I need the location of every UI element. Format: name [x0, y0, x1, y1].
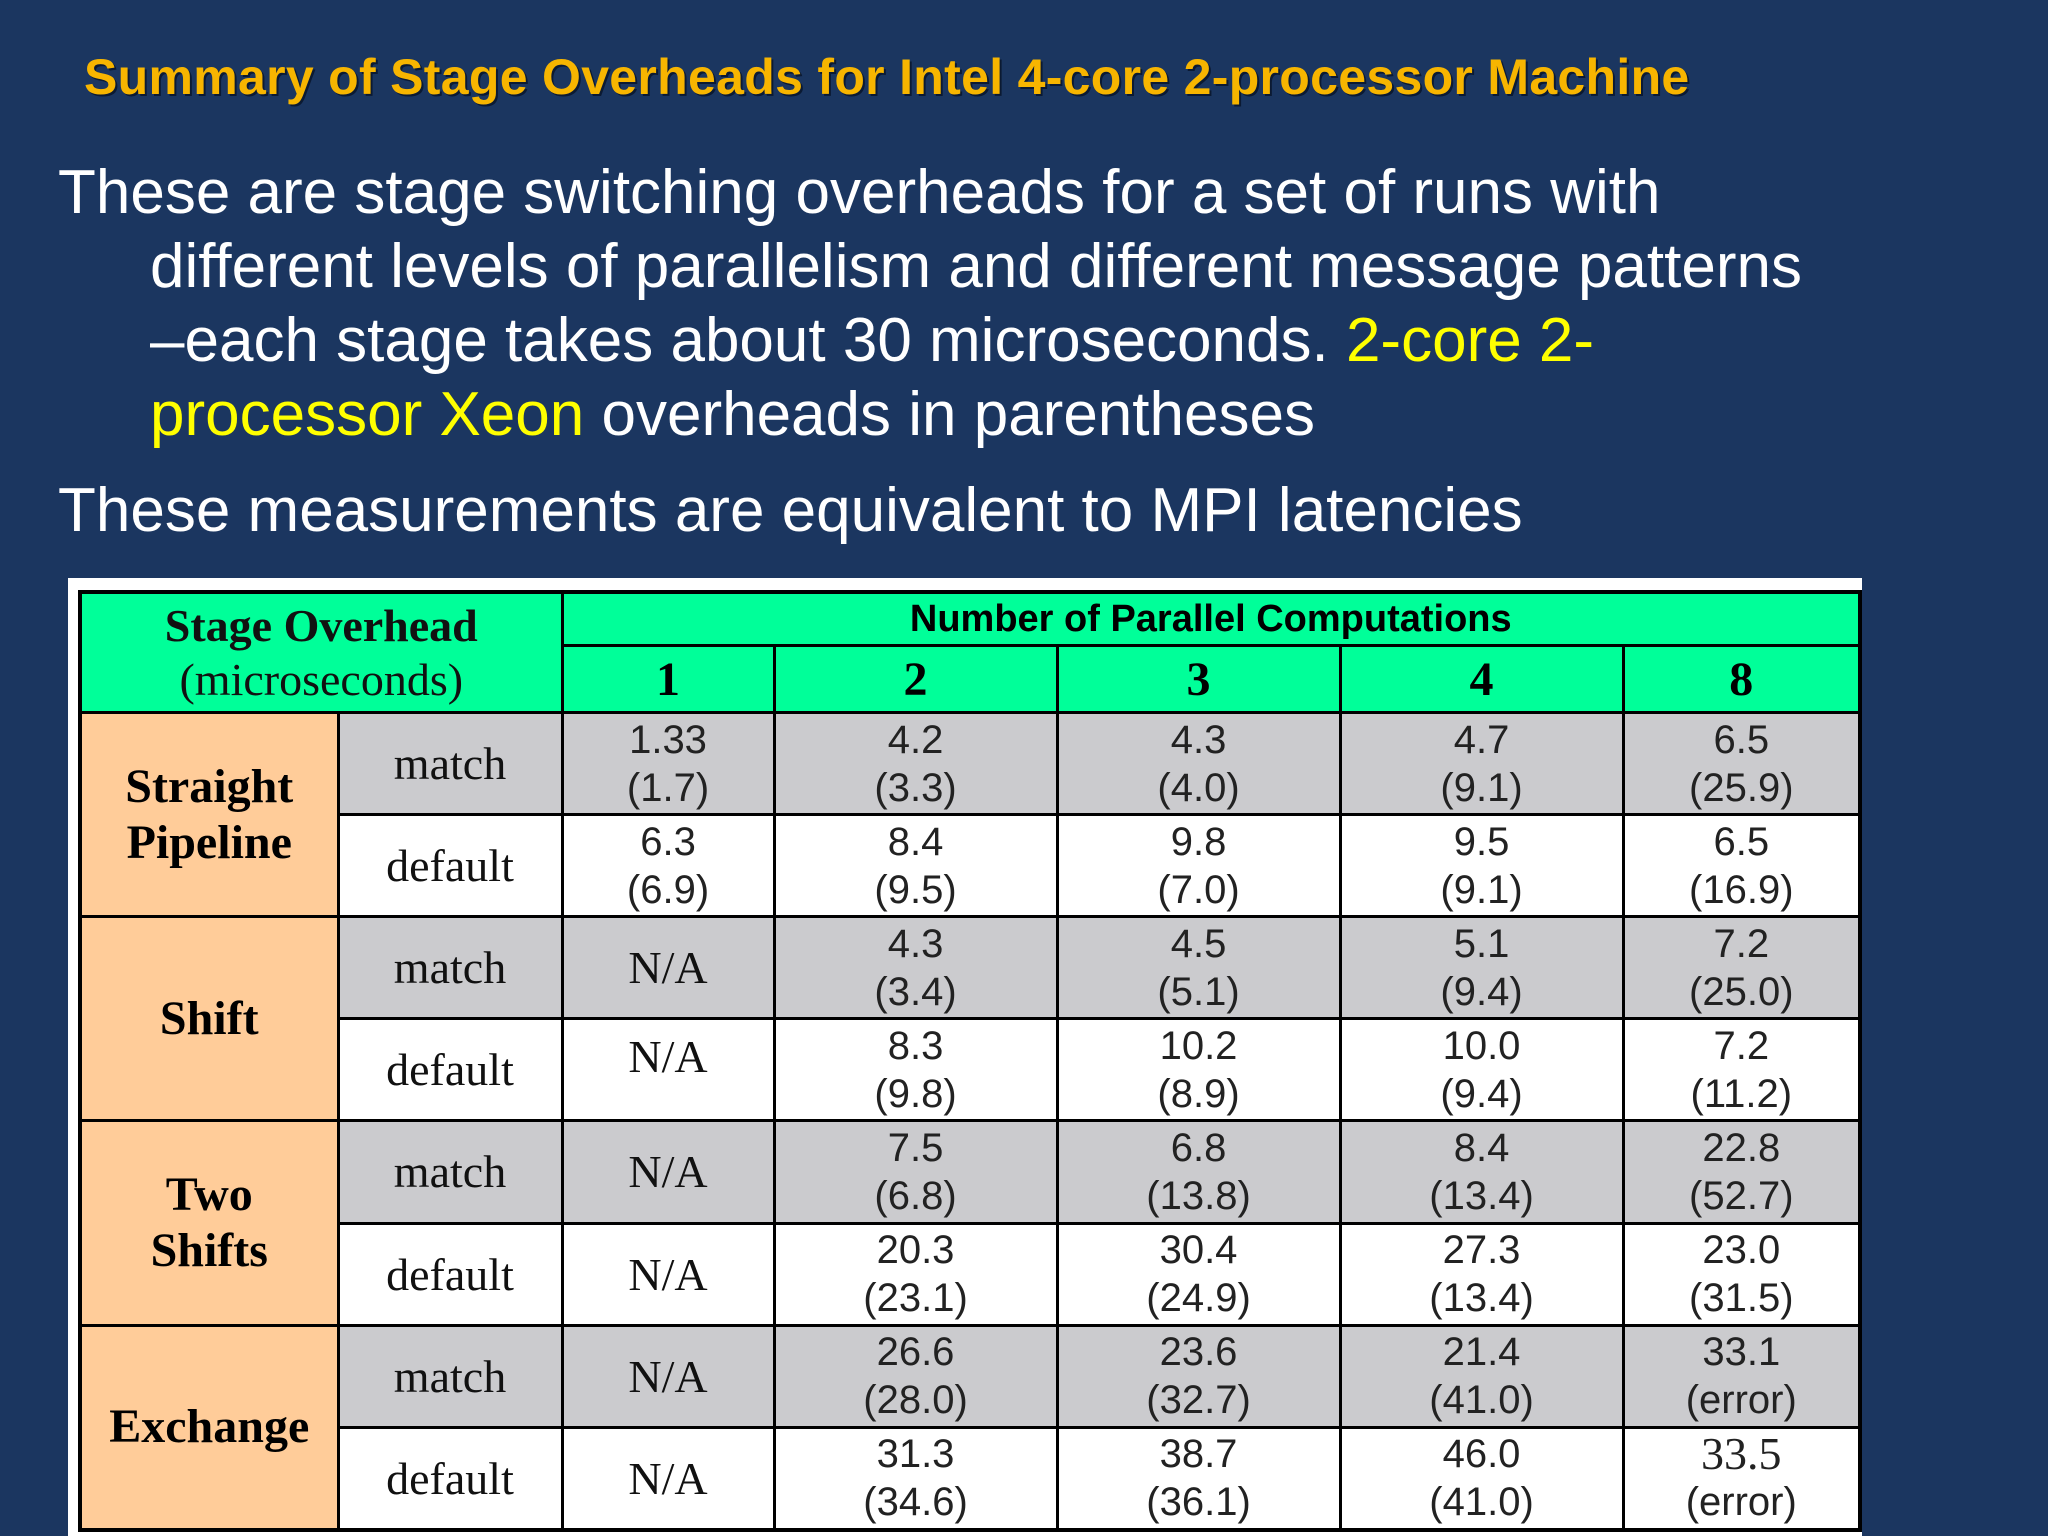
col-header: 3 [1055, 644, 1342, 714]
table-cell: 7.2 (25.0) [1621, 915, 1862, 1021]
table-cell: 8.4 (13.4) [1338, 1119, 1625, 1225]
table-cell: 6.8 (13.8) [1055, 1119, 1342, 1225]
table-cell: 9.8 (7.0) [1055, 813, 1342, 919]
highlight-xeon-1: 2-core 2- [1345, 306, 1595, 375]
table-cell: 4.3 (3.4) [772, 915, 1059, 1021]
table-cell: 8.4 (9.5) [772, 813, 1059, 919]
table-cell: 4.5 (5.1) [1055, 915, 1342, 1021]
col-header: 8 [1621, 644, 1862, 714]
row-type: default [336, 1425, 564, 1532]
table-cell: 22.8 (52.7) [1621, 1119, 1862, 1225]
row-type: default [336, 1017, 564, 1123]
row-type: match [336, 1323, 564, 1429]
table-cell: 31.3 (34.6) [772, 1425, 1059, 1532]
table-cell: 10.2 (8.9) [1055, 1017, 1342, 1123]
table-cell-na: N/A [560, 1425, 776, 1532]
table-cell: 10.0 (9.4) [1338, 1017, 1625, 1123]
table-cell: 30.4 (24.9) [1055, 1221, 1342, 1327]
table-cell-na: N/A [560, 1119, 776, 1225]
row-type: default [336, 1221, 564, 1327]
group-straight-pipeline: Straight Pipeline [78, 710, 340, 919]
mpi-note: These measurements are equivalent to MPI… [58, 476, 1523, 545]
table-row: Shift match N/A 4.3 (3.4) 4.5 (5.1) 5.1 (9.… [78, 915, 1862, 1123]
col-header: 2 [772, 644, 1059, 714]
table-cell: 27.3 (13.4) [1338, 1221, 1625, 1327]
table-cell: 1.33 (1.7) [560, 710, 776, 817]
header-stage-overhead: Stage Overhead (microseconds) [78, 590, 564, 714]
table-row: Exchange match N/A 26.6 (28.0) 23.6 (32.7)… [78, 1323, 1862, 1532]
overhead-table: Stage Overhead (microseconds) Number of … [78, 590, 1863, 1532]
table-cell: 38.7 (36.1) [1055, 1425, 1342, 1532]
table-cell: 4.7 (9.1) [1338, 710, 1625, 817]
table-cell: 7.2 (11.2) [1621, 1017, 1862, 1123]
para-line-3-text: –each stage takes about 30 microseconds. [150, 306, 1346, 375]
table-cell: 20.3 (23.1) [772, 1221, 1059, 1327]
row-type: default [336, 813, 564, 919]
table-cell-na: N/A [560, 1017, 776, 1123]
table-cell: 5.1 (9.4) [1338, 915, 1625, 1021]
table-cell: 7.5 (6.8) [772, 1119, 1059, 1225]
row-type: match [336, 710, 564, 817]
table-cell: 4.2 (3.3) [772, 710, 1059, 817]
header-columns-title: Number of Parallel Computations [560, 590, 1862, 647]
table-cell: 33.1 (error) [1621, 1323, 1862, 1429]
highlight-xeon-2: processor Xeon [150, 380, 585, 449]
para-line-3: –each stage takes about 30 microseconds.… [58, 304, 1988, 378]
group-exchange: Exchange [78, 1323, 340, 1532]
slide-title: Summary of Stage Overheads for Intel 4-c… [84, 49, 1690, 105]
table-row: Two Shifts match N/A 7.5 (6.8) 6.8 (13.8) 8… [78, 1119, 1862, 1327]
table-row: Straight Pipeline match 1.33 (1.7) 4.2 (3.3… [78, 710, 1862, 919]
group-shift: Shift [78, 915, 340, 1123]
table-cell: 33.5 (error) [1621, 1425, 1862, 1532]
table-row: default N/A 8.3 (9.8) 10.2 (8.9) 10.0 (9.4)… [80, 1017, 1862, 1123]
table-cell-na: N/A [560, 915, 776, 1021]
table-cell: 6.5 (16.9) [1621, 813, 1862, 919]
group-two-shifts: Two Shifts [78, 1119, 340, 1327]
table-cell: 21.4 (41.0) [1338, 1323, 1625, 1429]
row-type: match [336, 1119, 564, 1225]
header-line-2: (microseconds) [179, 653, 464, 705]
para-line-1: These are stage switching overheads for … [58, 158, 1661, 227]
table-cell: 26.6 (28.0) [772, 1323, 1059, 1429]
table-cell: 8.3 (9.8) [772, 1017, 1059, 1123]
table-row: default N/A 31.3 (34.6) 38.7 (36.1) 46.0 (4… [80, 1425, 1862, 1532]
header-line-1: Stage Overhead [164, 599, 478, 651]
table-cell: 46.0 (41.0) [1338, 1425, 1625, 1532]
col-header: 4 [1338, 644, 1625, 714]
table-cell-na: N/A [560, 1323, 776, 1429]
description-paragraph: These are stage switching overheads for … [58, 156, 1988, 452]
table-cell: 23.0 (31.5) [1621, 1221, 1862, 1327]
row-type: match [336, 915, 564, 1021]
para-line-2: different levels of parallelism and diff… [150, 232, 1802, 301]
table-cell-na: N/A [560, 1221, 776, 1327]
table-cell: 23.6 (32.7) [1055, 1323, 1342, 1429]
table-cell: 6.5 (25.9) [1621, 710, 1862, 817]
table-cell: 4.3 (4.0) [1055, 710, 1342, 817]
table-cell: 6.3 (6.9) [560, 813, 776, 919]
table-row: default 6.3 (6.9) 8.4 (9.5) 9.8 (7.0) 9.5 (9… [80, 813, 1862, 919]
table-cell: 9.5 (9.1) [1338, 813, 1625, 919]
para-line-4: processor Xeon overheads in parentheses [58, 378, 1988, 452]
table-row: default N/A 20.3 (23.1) 30.4 (24.9) 27.3 (1… [80, 1221, 1862, 1327]
para-line-4-text: overheads in parentheses [584, 380, 1315, 449]
col-header: 1 [560, 644, 776, 714]
